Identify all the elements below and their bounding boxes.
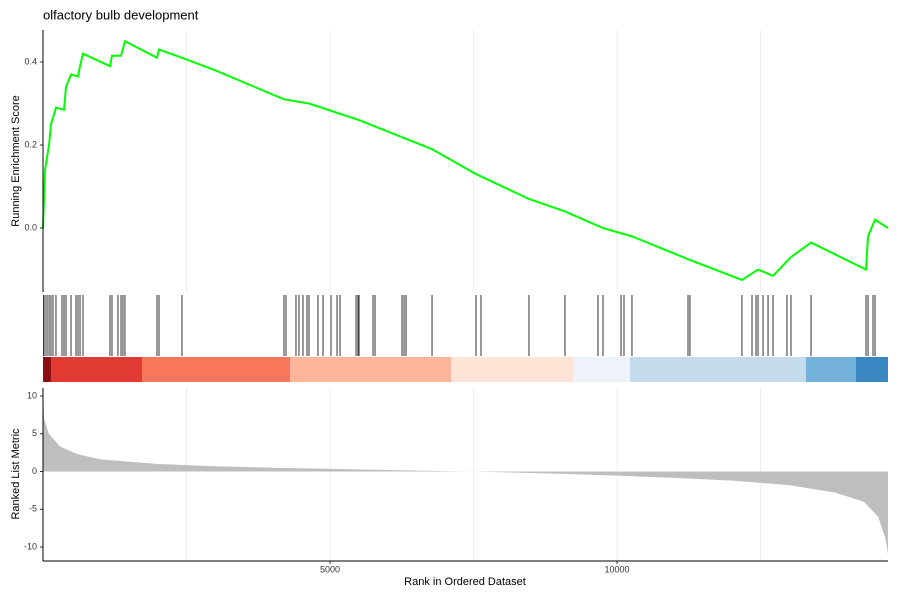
band-segment <box>451 357 573 382</box>
y-tick-label: 5 <box>32 428 37 438</box>
y-axis-label: Ranked List Metric <box>10 428 22 520</box>
chart-title: olfactory bulb development <box>43 7 199 22</box>
y-tick-label: -5 <box>29 504 37 514</box>
band-segment <box>290 357 451 382</box>
band-segment <box>51 357 142 382</box>
band-segment <box>856 357 888 382</box>
y-tick-label: 0 <box>32 466 37 476</box>
band-segment <box>573 357 630 382</box>
enrichment-line <box>42 39 889 282</box>
y-tick-label: 10 <box>27 390 37 400</box>
y-tick-label: 0.2 <box>24 139 37 149</box>
metric-area <box>43 392 888 555</box>
y-tick-label: -10 <box>24 541 37 551</box>
color-band <box>43 357 888 382</box>
band-segment <box>142 357 290 382</box>
y-tick-label: 0.4 <box>24 56 37 66</box>
y-axis-label: Running Enrichment Score <box>10 95 22 226</box>
band-segment <box>806 357 856 382</box>
band-segment <box>43 357 51 382</box>
x-tick-label: 10000 <box>605 564 630 574</box>
x-tick-label: 5000 <box>320 564 340 574</box>
band-segment <box>630 357 806 382</box>
x-axis-label: Rank in Ordered Dataset <box>404 576 526 588</box>
y-tick-label: 0.0 <box>24 222 37 232</box>
